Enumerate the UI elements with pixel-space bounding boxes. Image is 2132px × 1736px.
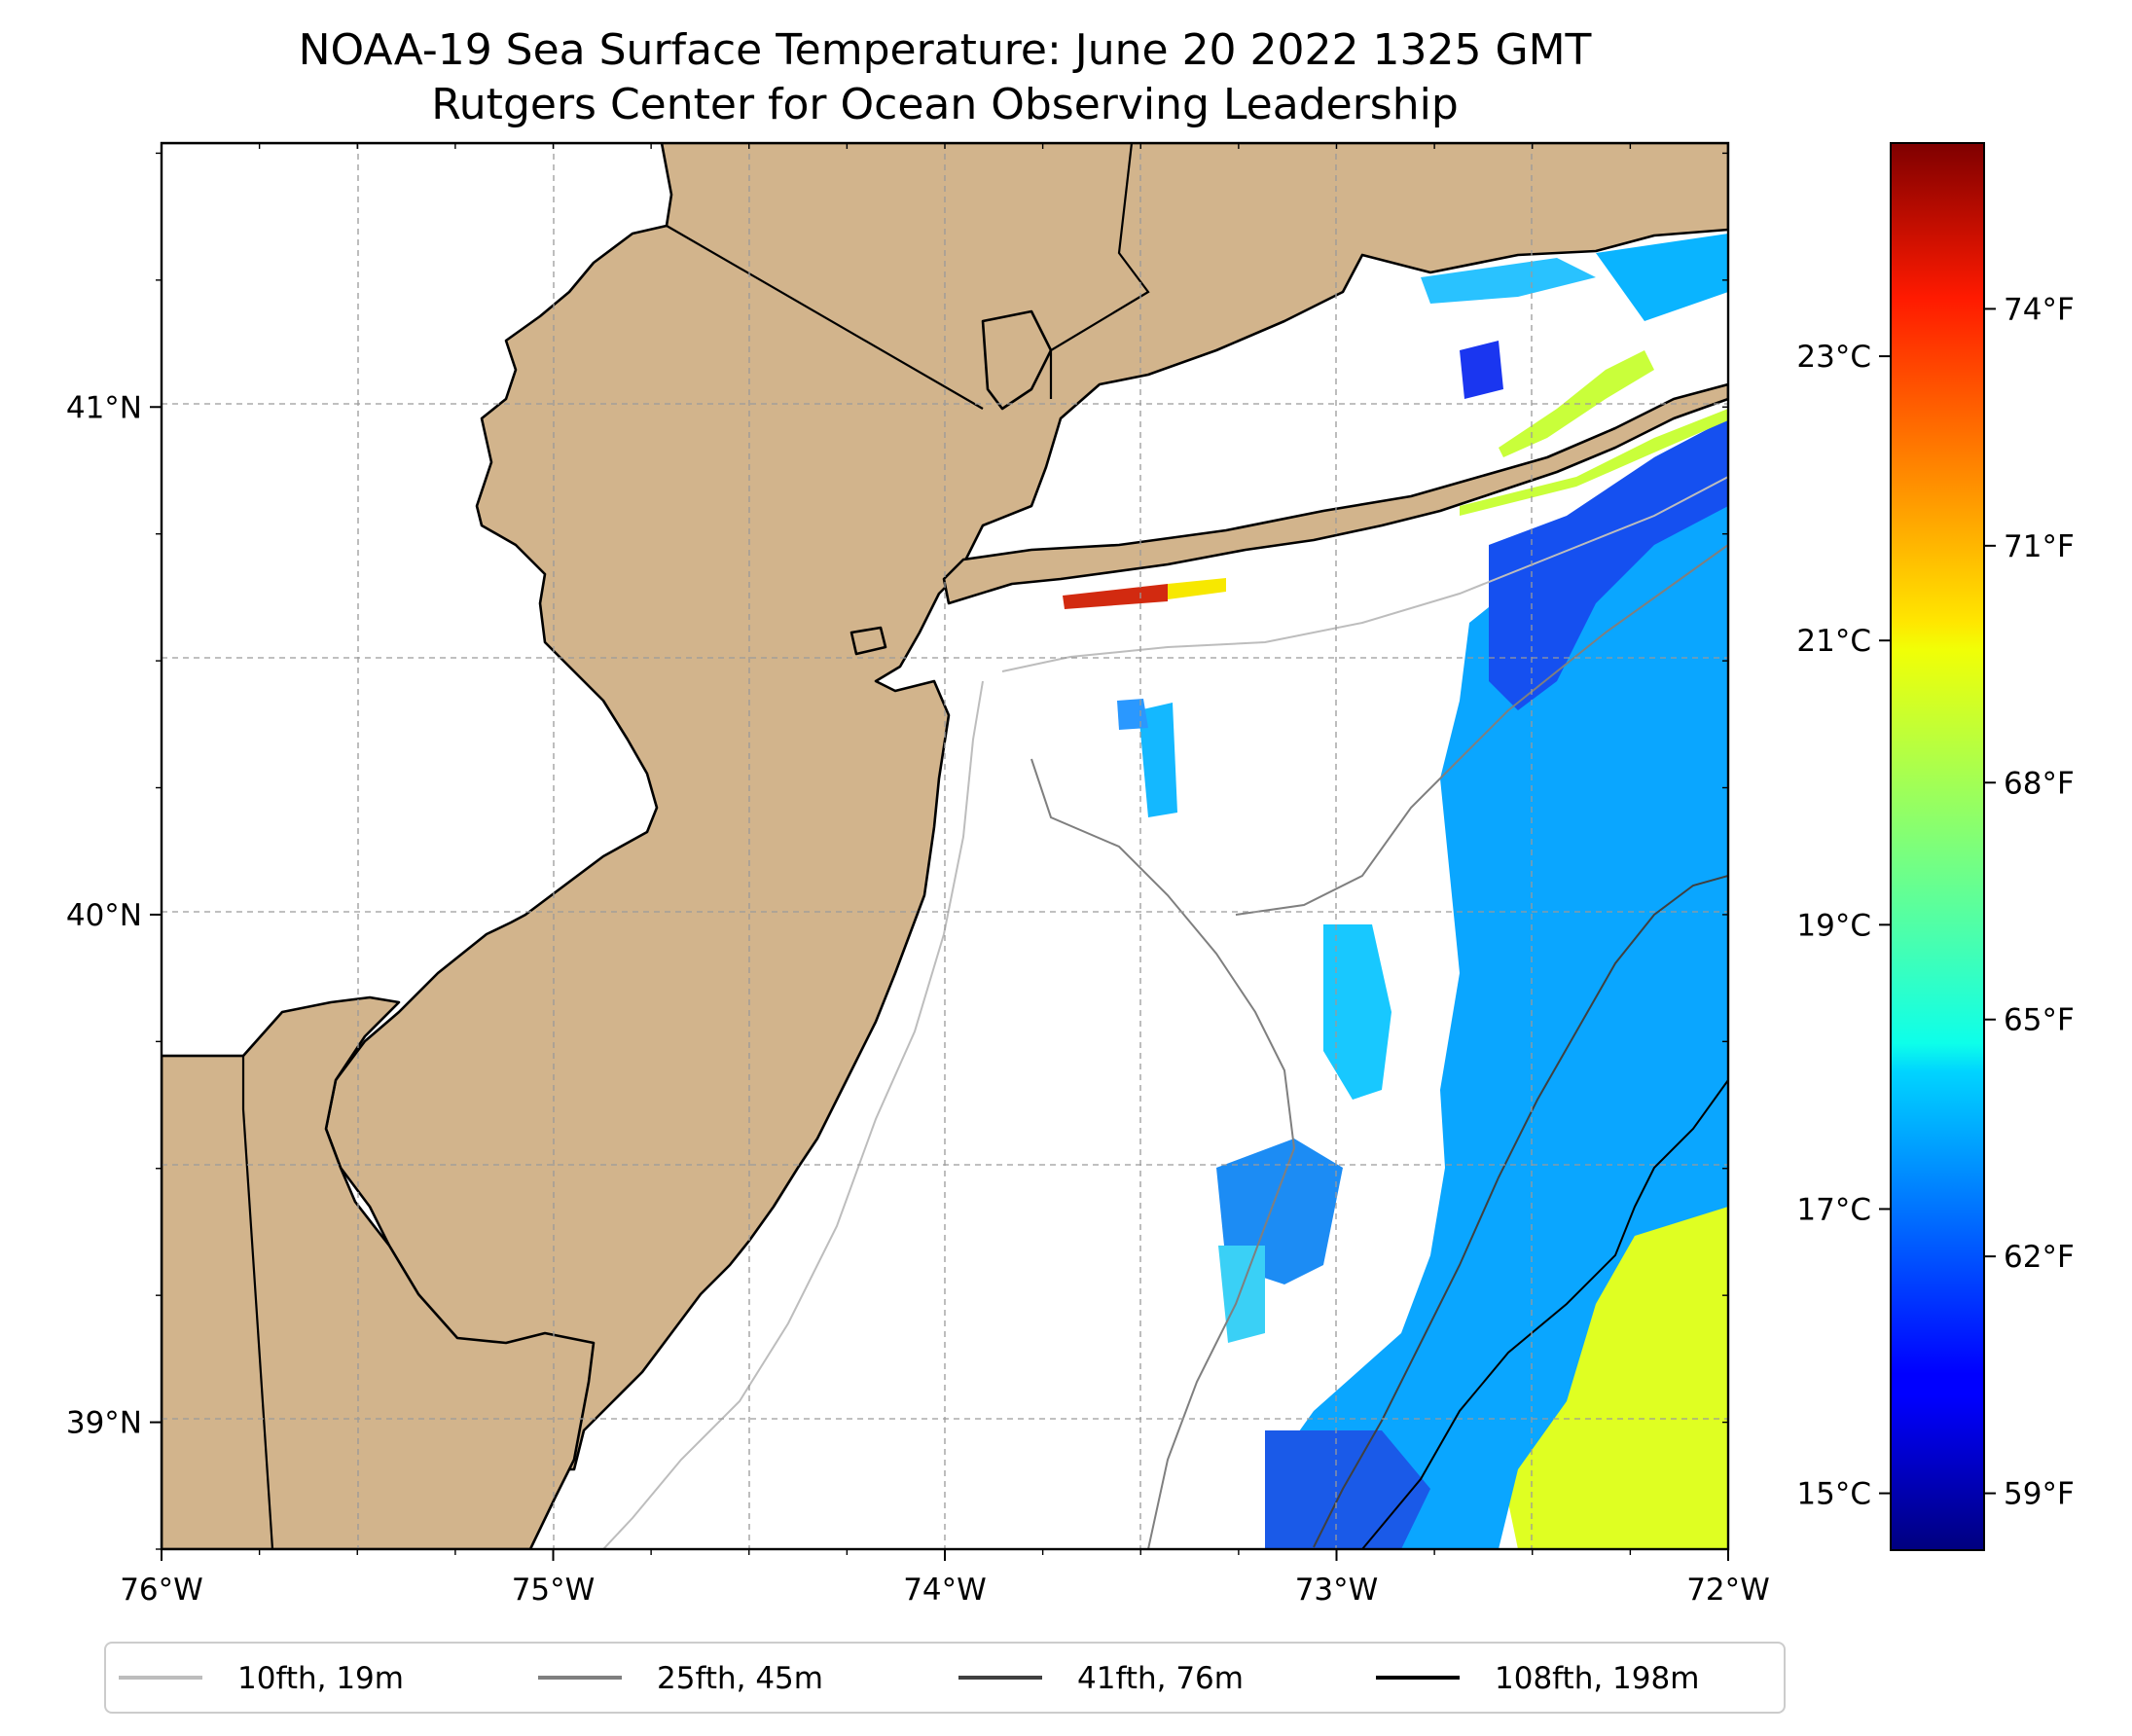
sst-outer-shelf [1265,418,1728,1549]
land-staten-island [849,626,887,656]
contour-45m-b [1235,544,1728,916]
colorbar-celsius-axis: 23°C 21°C 19°C 17°C 15°C [1796,340,1891,1512]
x-tick-label: 72°W [1686,1573,1770,1608]
land-bronx-westchester [981,309,1053,411]
sst-southern-blue [1265,1430,1430,1549]
land-long-island [942,382,1728,605]
sst-sound-blue [1460,341,1503,399]
sst-lower-left-patch [1218,1246,1265,1343]
border-ny-ct [1049,143,1150,399]
cbar-f-label: 59°F [2004,1477,2075,1512]
x-tick-label: 74°W [903,1573,987,1608]
cbar-c-label: 15°C [1796,1477,1871,1512]
contour-19m-b [1001,476,1728,672]
legend: 10fth, 19m 25fth, 45m 41fth, 76m 108fth, 19… [104,1642,1786,1714]
x-tick-label: 76°W [120,1573,203,1608]
sst-raster [162,234,1728,1549]
sst-li-north-strip [1460,409,1728,516]
sst-li-south-shore-warm [1063,584,1168,609]
land [162,143,1728,1549]
legend-label: 108fth, 198m [1495,1661,1699,1696]
legend-label: 25fth, 45m [657,1661,823,1696]
contour-45m [1030,758,1296,1549]
cbar-f-label: 68°F [2004,766,2075,801]
legend-items: 10fth, 19m 25fth, 45m 41fth, 76m 108fth, 19… [119,1661,1699,1696]
sst-midshelf-patch [1323,924,1391,1100]
contour-76m [1313,875,1728,1548]
legend-box [104,1642,1786,1714]
cbar-f-label: 62°F [2004,1240,2075,1275]
colorbar [1890,142,1985,1551]
cbar-c-label: 21°C [1796,624,1871,659]
cbar-c-label: 23°C [1796,340,1871,375]
sst-li-south-shore-warm-b [1168,578,1226,599]
bathymetry-contours [602,476,1728,1549]
y-tick-label: 40°N [66,898,142,933]
cbar-c-label: 17°C [1796,1192,1871,1227]
sst-block-island [1421,258,1596,304]
chart-subtitle: Rutgers Center for Ocean Observing Leade… [431,80,1459,129]
map-area [162,143,1728,1549]
sst-central-patch [1138,703,1177,817]
y-tick-label: 39°N [66,1406,142,1441]
x-tick-label: 75°W [512,1573,596,1608]
contour-198m [1361,1079,1728,1549]
colorbar-fahrenheit-axis: 74°F 71°F 68°F 65°F 62°F 59°F [1984,292,2075,1512]
x-tick-label: 73°W [1295,1573,1379,1608]
cbar-f-label: 71°F [2004,529,2075,564]
sst-sound-east [1596,234,1728,321]
land-delmarva [162,995,596,1549]
y-tick-label: 41°N [66,390,142,425]
x-axis: 76°W 75°W 74°W 73°W 72°W [120,143,1770,1608]
contour-19m [602,680,984,1549]
sst-offshore-warm [1503,1192,1728,1549]
border-pa-de-md [162,1054,274,1549]
cbar-c-label: 19°C [1796,908,1871,943]
y-axis: 41°N 40°N 39°N [66,152,1728,1550]
sst-small-patch [1117,699,1148,730]
legend-label: 10fth, 19m [237,1661,404,1696]
graticule [162,143,1728,1549]
sst-shelf-dark-band [1489,418,1728,710]
cbar-f-label: 65°F [2004,1003,2075,1038]
state-borders [162,143,1150,1549]
legend-label: 41fth, 76m [1077,1661,1244,1696]
chart-title: NOAA-19 Sea Surface Temperature: June 20… [299,25,1592,75]
border-ny-nj [666,225,984,410]
cbar-f-label: 74°F [2004,292,2075,327]
